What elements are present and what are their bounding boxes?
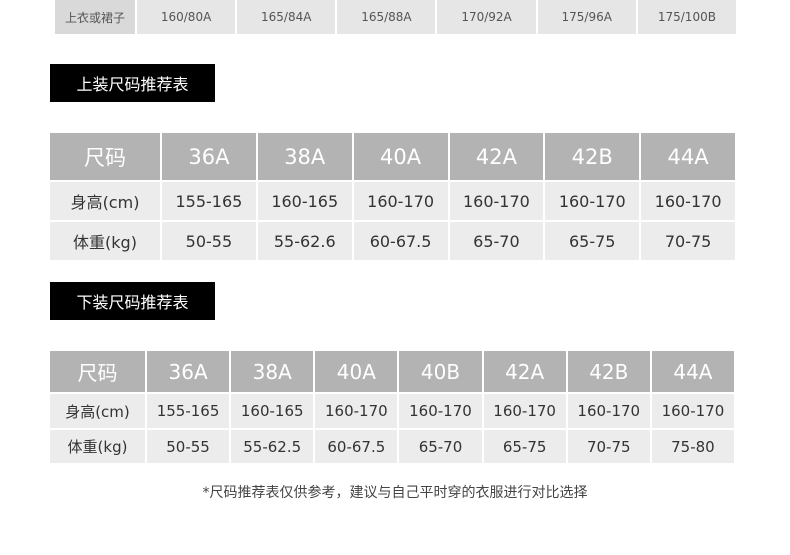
table-cell: 160-170 <box>449 182 544 220</box>
row-label: 体重(kg) <box>50 430 145 463</box>
table-cell: 160-170 <box>353 182 448 220</box>
table-cell: 65-75 <box>545 222 640 260</box>
size-header-cell: 36A <box>162 133 256 180</box>
size-cell: 175/96A <box>537 0 636 34</box>
bottoms-size-table: 尺码 36A 38A 40A 40B 42A 42B 44A 身高(cm) 155-165 160-… <box>50 351 734 463</box>
footnote: *尺码推荐表仅供参考，建议与自己平时穿的衣服进行对比选择 <box>202 485 588 501</box>
table-cell: 160-170 <box>545 182 640 220</box>
table-cell: 160-170 <box>315 394 398 428</box>
table-cell: 60-67.5 <box>353 222 448 260</box>
table-cell: 155-165 <box>162 182 256 220</box>
row-label: 体重(kg) <box>50 222 160 260</box>
table-cell: 50-55 <box>162 222 256 260</box>
table-cell: 65-70 <box>449 222 544 260</box>
size-header-cell: 44A <box>651 351 734 392</box>
table-cell: 70-75 <box>641 222 735 260</box>
row-label: 上衣或裙子 <box>55 0 135 34</box>
size-header-cell: 38A <box>257 133 352 180</box>
size-header-cell: 40B <box>399 351 482 392</box>
size-header-cell: 42A <box>449 133 544 180</box>
tops-size-table: 尺码 36A 38A 40A 42A 42B 44A 身高(cm) 155-165 160-165… <box>50 133 735 261</box>
size-header-cell: 42B <box>545 133 640 180</box>
bottoms-table-title: 下装尺码推荐表 <box>50 282 215 320</box>
table-cell: 160-165 <box>231 394 314 428</box>
table-cell: 55-62.6 <box>257 222 352 260</box>
row-label: 身高(cm) <box>50 394 145 428</box>
table-cell: 160-170 <box>651 394 734 428</box>
table-cell: 65-75 <box>483 430 566 463</box>
size-header-cell: 40A <box>353 133 448 180</box>
table-cell: 55-62.5 <box>231 430 314 463</box>
size-header-cell: 44A <box>641 133 735 180</box>
tops-table-title: 上装尺码推荐表 <box>50 64 215 102</box>
size-cell: 175/100B <box>637 0 736 34</box>
size-cell: 165/84A <box>237 0 336 34</box>
size-header-cell: 40A <box>315 351 398 392</box>
top-size-strip: 上衣或裙子 160/80A 165/84A 165/88A 170/92A 175/96A… <box>55 0 736 34</box>
table-cell: 155-165 <box>147 394 230 428</box>
row-label: 身高(cm) <box>50 182 160 220</box>
table-cell: 160-170 <box>567 394 650 428</box>
table-cell: 160-165 <box>257 182 352 220</box>
table-cell: 160-170 <box>641 182 735 220</box>
size-header-cell: 42B <box>567 351 650 392</box>
size-cell: 170/92A <box>437 0 536 34</box>
size-cell: 160/80A <box>137 0 236 34</box>
table-cell: 70-75 <box>567 430 650 463</box>
table-cell: 160-170 <box>399 394 482 428</box>
table-cell: 160-170 <box>483 394 566 428</box>
size-header-cell: 38A <box>231 351 314 392</box>
table-cell: 75-80 <box>651 430 734 463</box>
size-header-cell: 36A <box>147 351 230 392</box>
table-cell: 65-70 <box>399 430 482 463</box>
header-label: 尺码 <box>50 133 160 180</box>
table-cell: 50-55 <box>147 430 230 463</box>
header-label: 尺码 <box>50 351 145 392</box>
table-cell: 60-67.5 <box>315 430 398 463</box>
size-header-cell: 42A <box>483 351 566 392</box>
size-cell: 165/88A <box>337 0 436 34</box>
